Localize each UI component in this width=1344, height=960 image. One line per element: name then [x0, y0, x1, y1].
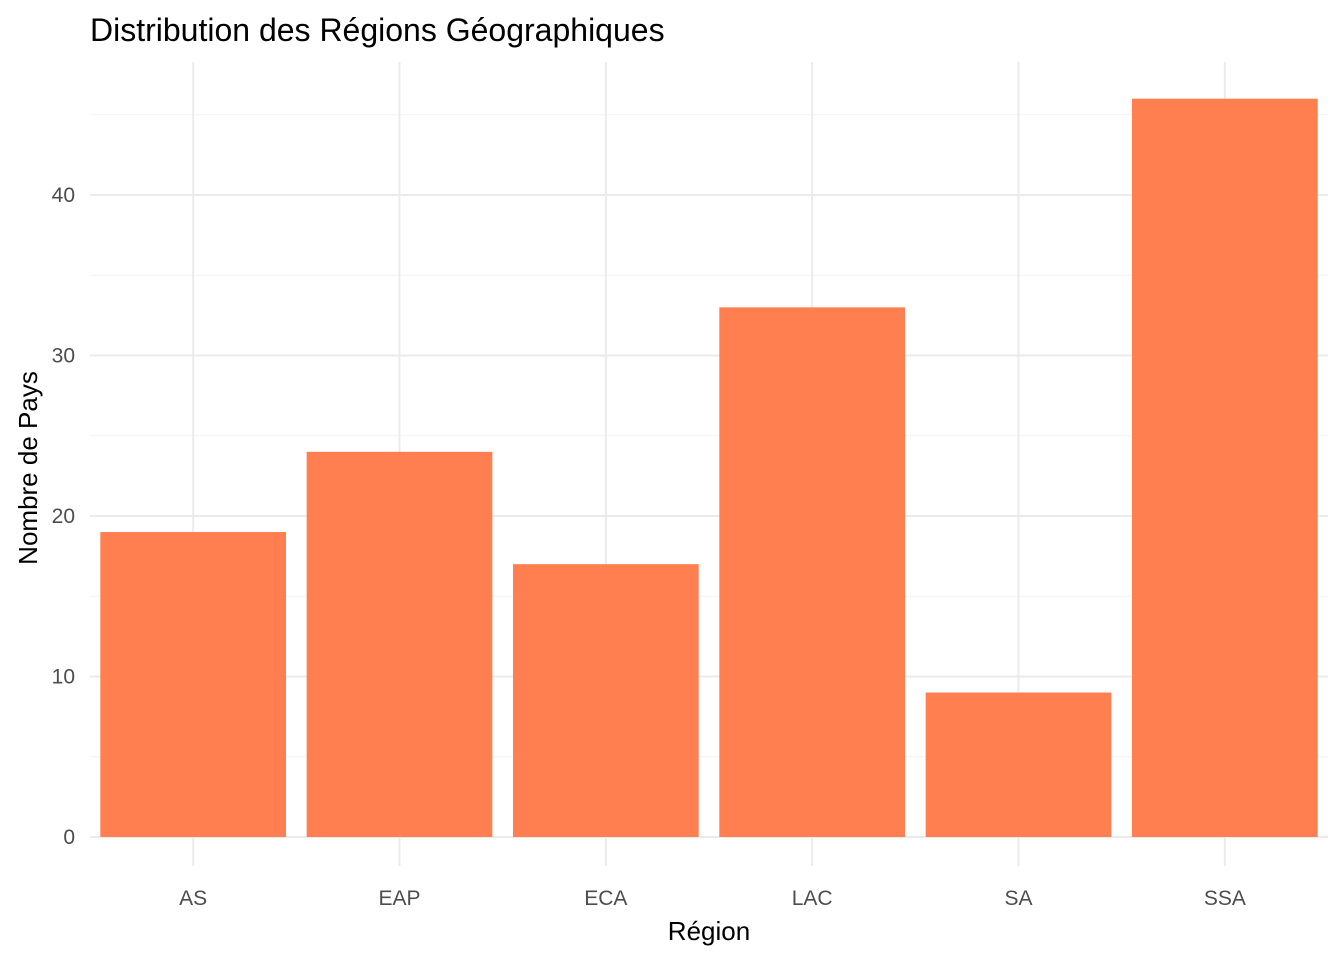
bar-ssa — [1131, 98, 1318, 837]
x-tick-label: SA — [1004, 887, 1032, 910]
x-tick-label: LAC — [792, 887, 833, 910]
x-axis-title: Région — [668, 916, 750, 946]
x-tick-labels: AS EAP ECA LAC SA SSA — [179, 887, 1246, 910]
bar-eap — [306, 451, 493, 837]
bars — [100, 98, 1318, 838]
x-tick-label: EAP — [378, 887, 420, 910]
y-tick-labels: 0 10 20 30 40 — [52, 184, 75, 849]
x-tick-label: AS — [179, 887, 207, 910]
y-tick-label: 0 — [63, 826, 75, 849]
bar-as — [100, 532, 287, 837]
y-tick-label: 40 — [52, 184, 75, 207]
x-tick-label: ECA — [584, 887, 627, 910]
chart-title: Distribution des Régions Géographiques — [90, 12, 665, 48]
y-tick-label: 20 — [52, 505, 75, 528]
x-tick-label: SSA — [1204, 887, 1246, 910]
y-tick-label: 30 — [52, 345, 75, 368]
y-axis-title: Nombre de Pays — [13, 371, 43, 565]
bar-lac — [719, 307, 906, 838]
bar-eca — [512, 564, 699, 837]
bar-sa — [925, 692, 1112, 837]
y-tick-label: 10 — [52, 666, 75, 689]
